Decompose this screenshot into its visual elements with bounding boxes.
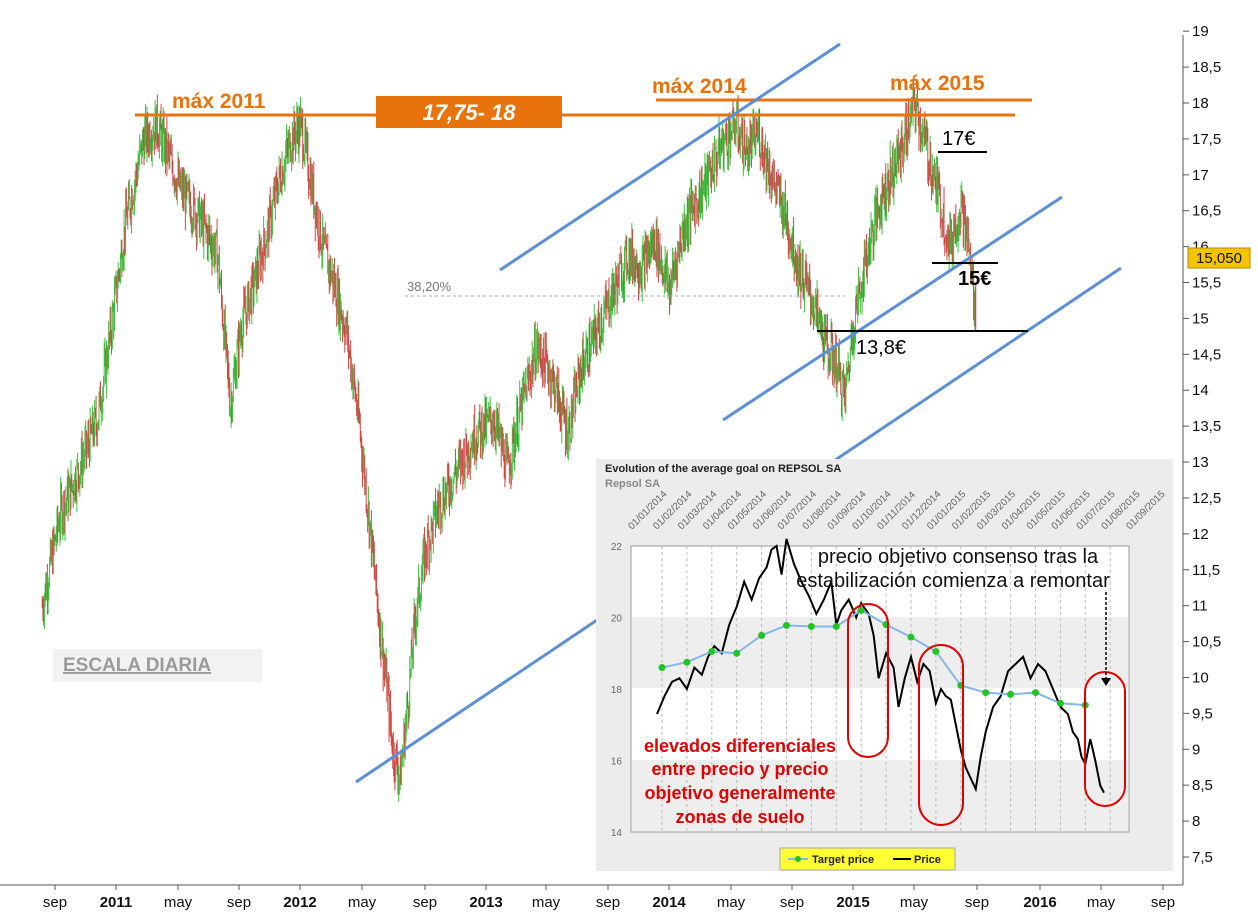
inset-red-line2: entre precio y precio (651, 759, 828, 779)
target-price-point (907, 633, 915, 641)
target-price-point (683, 658, 691, 666)
y-tick-label: 7,5 (1192, 849, 1213, 866)
highlight-ellipse-2 (918, 644, 964, 826)
channel-middle-line (722, 195, 1063, 422)
x-tick-label: may (532, 894, 561, 911)
inset-target-line (661, 609, 1086, 707)
inset-y-tick-label: 22 (611, 542, 623, 553)
resistance-band-label: 17,75- 18 (423, 100, 517, 125)
y-axis: 1918,51817,51716,51615,51514,51413,51312… (1182, 23, 1221, 885)
target-price-point (1007, 690, 1015, 698)
inset-red-line1: elevados diferenciales (644, 736, 836, 756)
x-tick-label: 2014 (652, 894, 686, 911)
target-price-point (857, 606, 865, 614)
target-price-point (783, 621, 790, 629)
channel-upper-line (499, 42, 841, 272)
x-tick-label: 2016 (1023, 894, 1056, 911)
level-138-label: 13,8€ (856, 337, 906, 359)
x-tick-label: sep (596, 894, 620, 911)
target-price-point (932, 647, 940, 655)
y-tick-label: 14,5 (1192, 346, 1221, 363)
x-tick-label: 2011 (100, 894, 133, 911)
target-price-point (758, 631, 766, 639)
legend-price: Price (914, 854, 941, 866)
level-17-label: 17€ (942, 128, 975, 150)
target-price-point (1032, 689, 1039, 697)
x-tick-label: sep (43, 894, 67, 911)
scale-label-box (53, 649, 262, 682)
inset-y-tick-label: 20 (611, 614, 623, 625)
x-tick-label: may (717, 894, 746, 911)
y-tick-label: 17 (1192, 167, 1209, 184)
y-tick-label: 10,5 (1192, 634, 1221, 651)
x-axis: sep 2011 may sep 2012 may sep 2013 may sep 2014 may… (0, 884, 1183, 911)
y-tick-label: 11,5 (1192, 562, 1220, 579)
y-tick-label: 17,5 (1192, 131, 1221, 148)
y-tick-label: 16,5 (1192, 203, 1221, 220)
price-candles (41, 75, 977, 802)
y-tick-label: 12 (1192, 526, 1209, 543)
y-tick-label: 8,5 (1192, 777, 1213, 794)
resistance-band-box (376, 96, 562, 128)
x-tick-label: 2013 (469, 894, 502, 911)
inset-y-tick-label: 16 (611, 757, 623, 768)
y-tick-label: 15,5 (1192, 275, 1221, 292)
x-tick-label: 2015 (836, 894, 869, 911)
inset-red-line4: zonas de suelo (675, 807, 804, 827)
y-tick-label: 14 (1192, 382, 1209, 399)
inset-price-line (656, 538, 1105, 794)
x-tick-label: sep (1151, 894, 1175, 911)
x-tick-label: sep (965, 894, 989, 911)
y-tick-label: 13 (1192, 454, 1209, 471)
x-tick-label: may (164, 894, 193, 911)
x-tick-label: 2012 (283, 894, 316, 911)
target-price-point (807, 622, 815, 630)
y-tick-label: 12,5 (1192, 490, 1221, 507)
inset-legend: Target price Price (779, 847, 956, 871)
x-tick-label: sep (780, 894, 804, 911)
highlight-ellipse-3 (1084, 671, 1126, 807)
y-tick-label: 18,5 (1192, 59, 1221, 76)
y-tick-label: 11 (1192, 598, 1208, 615)
y-tick-label: 9,5 (1192, 705, 1213, 722)
fib-label: 38,20% (407, 279, 452, 294)
last-price-badge: 15,050 (1187, 247, 1251, 269)
inset-title: Evolution of the average goal on REPSOL … (605, 463, 841, 475)
target-price-point (658, 664, 666, 672)
x-tick-label: sep (227, 894, 251, 911)
target-price-point (832, 622, 840, 630)
inset-note-line2: estabilización comienza a remontar (796, 570, 1110, 592)
inset-y-tick-label: 18 (611, 685, 623, 696)
y-tick-label: 18 (1192, 95, 1209, 112)
inset-red-line3: objetivo generalmente (644, 783, 835, 803)
y-tick-label: 19 (1192, 23, 1209, 40)
y-tick-label: 8 (1192, 813, 1200, 830)
legend-target-price: Target price (812, 854, 874, 866)
max-2014-label: máx 2014 (652, 75, 747, 98)
target-price-point (733, 649, 741, 657)
x-tick-label: may (348, 894, 377, 911)
y-tick-label: 15 (1192, 310, 1209, 327)
scale-label: ESCALA DIARIA (63, 655, 211, 676)
x-tick-label: may (1087, 894, 1116, 911)
target-price-point (982, 689, 990, 697)
level-15-label: 15€ (958, 268, 991, 290)
target-price-point (708, 647, 716, 655)
inset-y-tick-label: 14 (611, 828, 623, 839)
target-price-point (1056, 699, 1064, 707)
max-2011-label: máx 2011 (172, 90, 266, 113)
max-2015-label: máx 2015 (890, 72, 985, 95)
x-tick-label: sep (413, 894, 437, 911)
y-tick-label: 10 (1192, 669, 1209, 686)
inset-subtitle: Repsol SA (605, 478, 660, 490)
highlight-ellipse-1 (847, 603, 889, 758)
inset-note-line1: precio objetivo consenso tras la (818, 546, 1099, 568)
svg-text:15,050: 15,050 (1196, 250, 1242, 267)
inset-target-chart: Evolution of the average goal on REPSOL … (596, 459, 1173, 871)
x-tick-label: may (900, 894, 929, 911)
y-tick-label: 13,5 (1192, 418, 1221, 435)
y-tick-label: 9 (1192, 741, 1200, 758)
